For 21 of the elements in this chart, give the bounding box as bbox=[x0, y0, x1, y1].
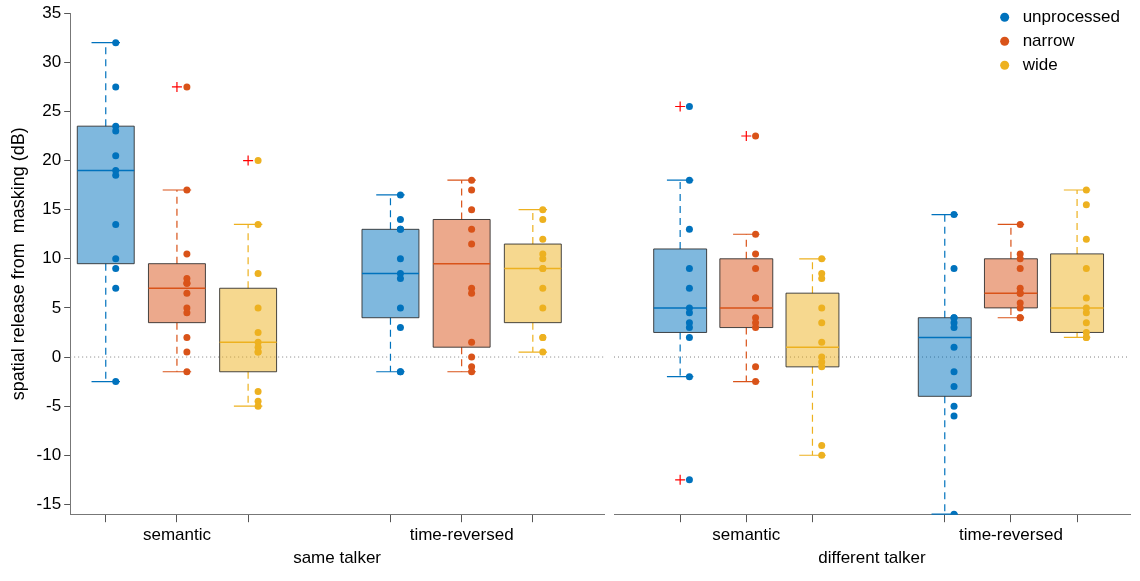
y-tick-label: 20 bbox=[42, 150, 62, 170]
y-tick-label: 30 bbox=[42, 52, 62, 72]
y-tick-label: -10 bbox=[36, 444, 62, 464]
y-tick-label: -15 bbox=[36, 494, 62, 514]
y-tick-label: 10 bbox=[42, 248, 62, 268]
x-tick-label: time-reversed bbox=[409, 525, 514, 545]
legend-label: wide bbox=[1021, 54, 1058, 74]
y-axis-title: spatial release from masking (dB) bbox=[7, 127, 28, 401]
x-tick-label: semantic bbox=[142, 525, 212, 545]
y-tick-label: 0 bbox=[51, 346, 62, 366]
y-tick-label: 25 bbox=[42, 101, 62, 121]
y-tick-label: 35 bbox=[42, 2, 62, 22]
legend-label: narrow bbox=[1022, 30, 1076, 50]
y-tick-label: -5 bbox=[46, 395, 62, 415]
x-tick-label: semantic bbox=[712, 525, 781, 545]
x-axis-title: different talker bbox=[818, 548, 927, 568]
x-axis-title: same talker bbox=[293, 548, 382, 568]
y-tick-label: 5 bbox=[51, 297, 62, 317]
legend-label: unprocessed bbox=[1022, 6, 1120, 26]
y-tick-label: 15 bbox=[42, 199, 62, 219]
x-tick-label: time-reversed bbox=[958, 525, 1063, 545]
